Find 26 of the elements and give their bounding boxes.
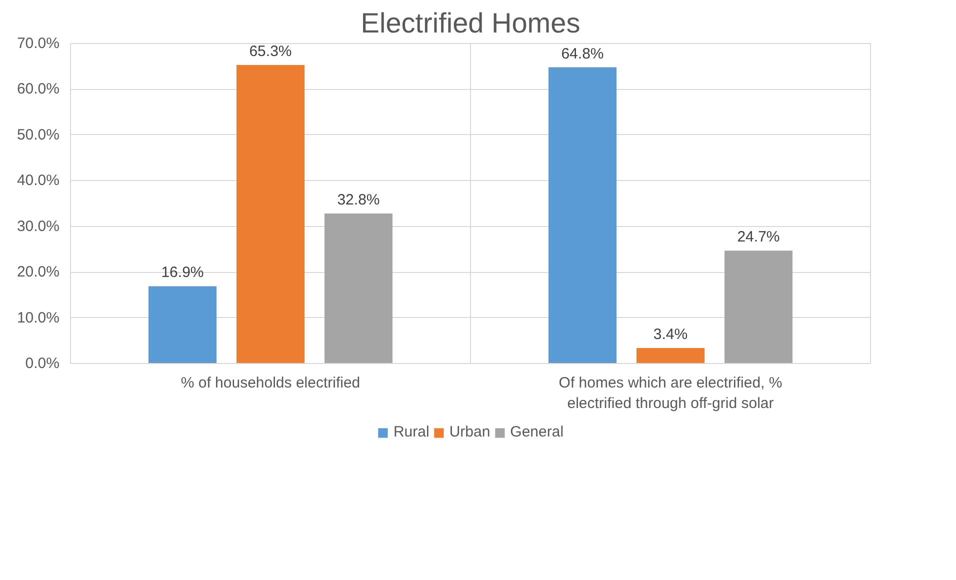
bar [548,67,616,364]
y-tick-label: 20.0% [16,264,60,281]
legend-label: Urban [449,424,490,440]
data-label: 24.7% [737,228,780,246]
data-label: 3.4% [653,326,688,343]
bar [148,286,216,364]
y-tick-label: 50.0% [16,126,60,144]
data-label: 65.3% [249,42,292,60]
bar [724,250,792,364]
y-tick-label: 10.0% [16,309,60,326]
y-tick-label: 60.0% [16,80,60,98]
bar [236,64,304,364]
y-tick-label: 0.0% [25,355,60,372]
x-tick-label: Of homes which are electrified, % electrified through off-grid solar [558,374,782,412]
data-label: 16.9% [161,264,204,282]
x-tick-label: % of households electrified [180,374,360,392]
data-label: 64.8% [561,45,604,62]
y-tick-label: 40.0% [16,172,60,190]
chart-title: Electrified Homes [360,8,580,38]
y-tick-label: 30.0% [16,218,60,235]
y-tick-label: 70.0% [16,35,60,52]
data-label: 32.8% [337,192,380,209]
bar [636,348,704,364]
legend-label: General [510,424,564,440]
legend-label: Rural [393,424,430,440]
bar [324,214,392,364]
